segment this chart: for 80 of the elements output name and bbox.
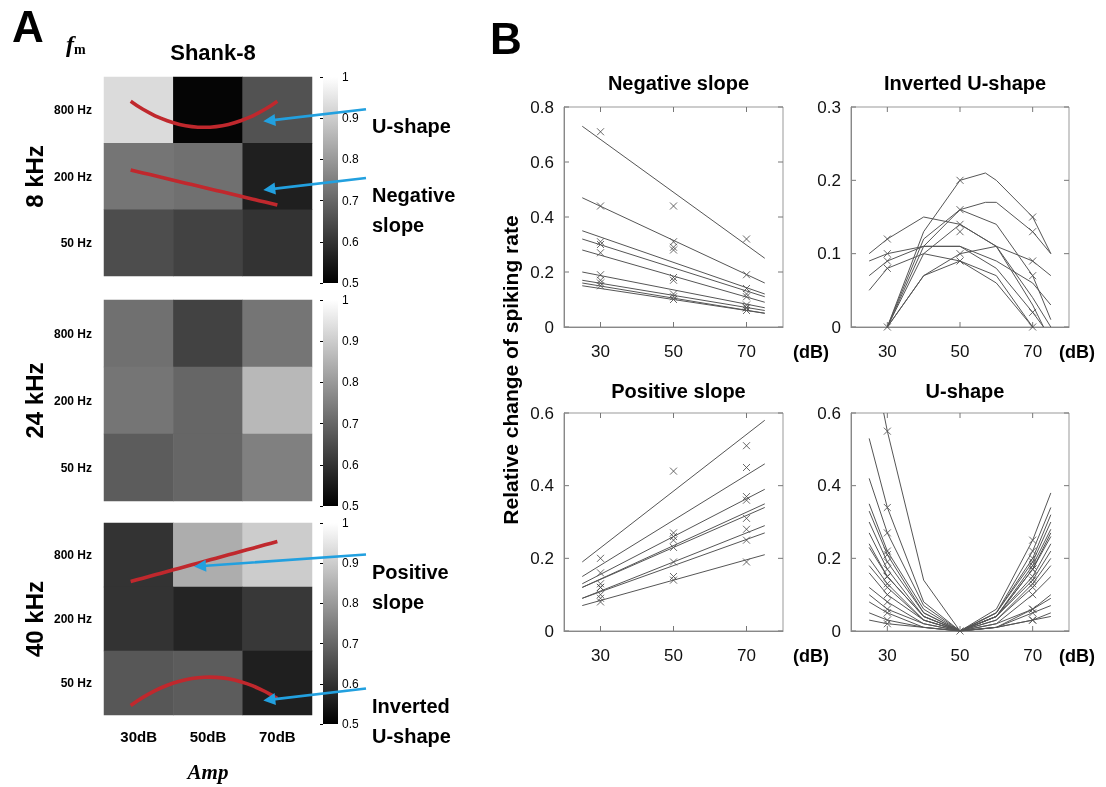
y-tick-label: 0.2: [530, 262, 554, 282]
chart-title: Inverted U-shape: [883, 72, 1047, 94]
color-bar-label: 0.5: [342, 276, 360, 290]
text: U-shape: [372, 115, 451, 138]
x-tick-label: 70: [1023, 646, 1043, 665]
text: A: [12, 1, 44, 51]
y-tick-label: 0.1: [817, 244, 841, 264]
y-tick-label: 0: [544, 621, 554, 641]
x-tick-label: 70: [1023, 342, 1043, 361]
y-tick-label: 200 Hz: [53, 169, 92, 184]
text: fm: [66, 31, 86, 57]
chart-title: U-shape: [925, 380, 1005, 402]
chart-title: Shank-8: [170, 39, 256, 65]
color-bar-label: 0.9: [342, 556, 360, 571]
x-axis-title: (dB): [1059, 646, 1095, 666]
x-tick-label: 30dB: [120, 728, 158, 745]
text: B: [490, 13, 522, 63]
text: Inverted U-shape: [372, 694, 456, 747]
x-tick-label: 50: [950, 646, 970, 665]
y-tick-label: 0.2: [817, 170, 841, 190]
y-tick-label: 0.6: [817, 403, 841, 423]
y-axis-title: 40 kHz: [20, 580, 48, 658]
x-tick-label: 70: [737, 342, 756, 361]
y-tick-label: 800 Hz: [53, 326, 92, 341]
color-bar-label: 0.7: [342, 416, 360, 431]
x-tick-label: 50: [664, 342, 683, 361]
y-tick-label: 0.3: [817, 97, 841, 117]
y-tick-label: 200 Hz: [53, 393, 92, 408]
y-axis-title: Relative change of spiking rate: [498, 215, 522, 525]
y-tick-label: 0.2: [530, 548, 554, 568]
y-tick-label: 200 Hz: [53, 612, 92, 626]
color-bar-label: 0.9: [342, 334, 360, 349]
color-bar-label: 0.6: [342, 676, 360, 691]
x-tick-label: 70dB: [258, 728, 296, 745]
color-bar-label: 0.7: [342, 193, 360, 208]
x-tick-label: 50: [664, 646, 683, 665]
x-tick-label: 30: [591, 342, 610, 361]
color-bar-label: 0.6: [342, 457, 360, 472]
color-bar-label: 0.8: [342, 596, 360, 611]
x-tick-label: 50dB: [189, 728, 227, 745]
color-bar-label: 1: [342, 516, 349, 530]
y-axis-title: 8 kHz: [20, 145, 48, 208]
y-tick-label: 800 Hz: [53, 548, 92, 562]
y-tick-label: 0.4: [530, 476, 554, 496]
y-tick-label: 50 Hz: [60, 676, 92, 690]
text: Positive slope: [372, 560, 455, 613]
x-tick-label: 70: [737, 646, 756, 665]
color-bar-label: 0.6: [342, 234, 360, 249]
x-axis-title: Amp: [185, 759, 229, 784]
color-bar-label: 1: [342, 70, 349, 84]
y-tick-label: 0: [544, 317, 554, 337]
y-tick-label: 0: [831, 621, 841, 641]
color-bar-label: 0.9: [342, 111, 360, 126]
color-bar-label: 0.8: [342, 375, 360, 390]
color-bar-label: 1: [342, 293, 349, 307]
color-bar-label: 0.7: [342, 636, 360, 651]
y-tick-label: 0: [831, 317, 841, 337]
y-tick-label: 0.6: [530, 152, 554, 172]
y-axis-title: 24 kHz: [20, 362, 48, 439]
y-tick-label: 50 Hz: [60, 235, 92, 250]
chart-title: Negative slope: [607, 72, 750, 94]
y-tick-label: 0.4: [817, 476, 841, 496]
y-tick-label: 0.2: [817, 548, 841, 568]
y-tick-label: 0.6: [530, 403, 554, 423]
color-bar-label: 0.8: [342, 152, 360, 167]
x-axis-title: (dB): [1059, 342, 1095, 362]
x-tick-label: 30: [877, 342, 897, 361]
x-axis-title: (dB): [793, 646, 829, 666]
color-bar-label: 0.5: [342, 717, 360, 731]
y-tick-label: 0.4: [530, 207, 554, 227]
chart-title: Positive slope: [611, 380, 746, 402]
text: Negative slope: [372, 184, 461, 236]
y-tick-label: 50 Hz: [60, 460, 92, 475]
x-tick-label: 50: [950, 342, 970, 361]
y-tick-label: 800 Hz: [53, 103, 92, 118]
x-tick-label: 30: [877, 646, 897, 665]
color-bar-label: 0.5: [342, 499, 360, 513]
x-axis-title: (dB): [793, 342, 829, 362]
x-tick-label: 30: [591, 646, 610, 665]
y-tick-label: 0.8: [530, 97, 554, 117]
